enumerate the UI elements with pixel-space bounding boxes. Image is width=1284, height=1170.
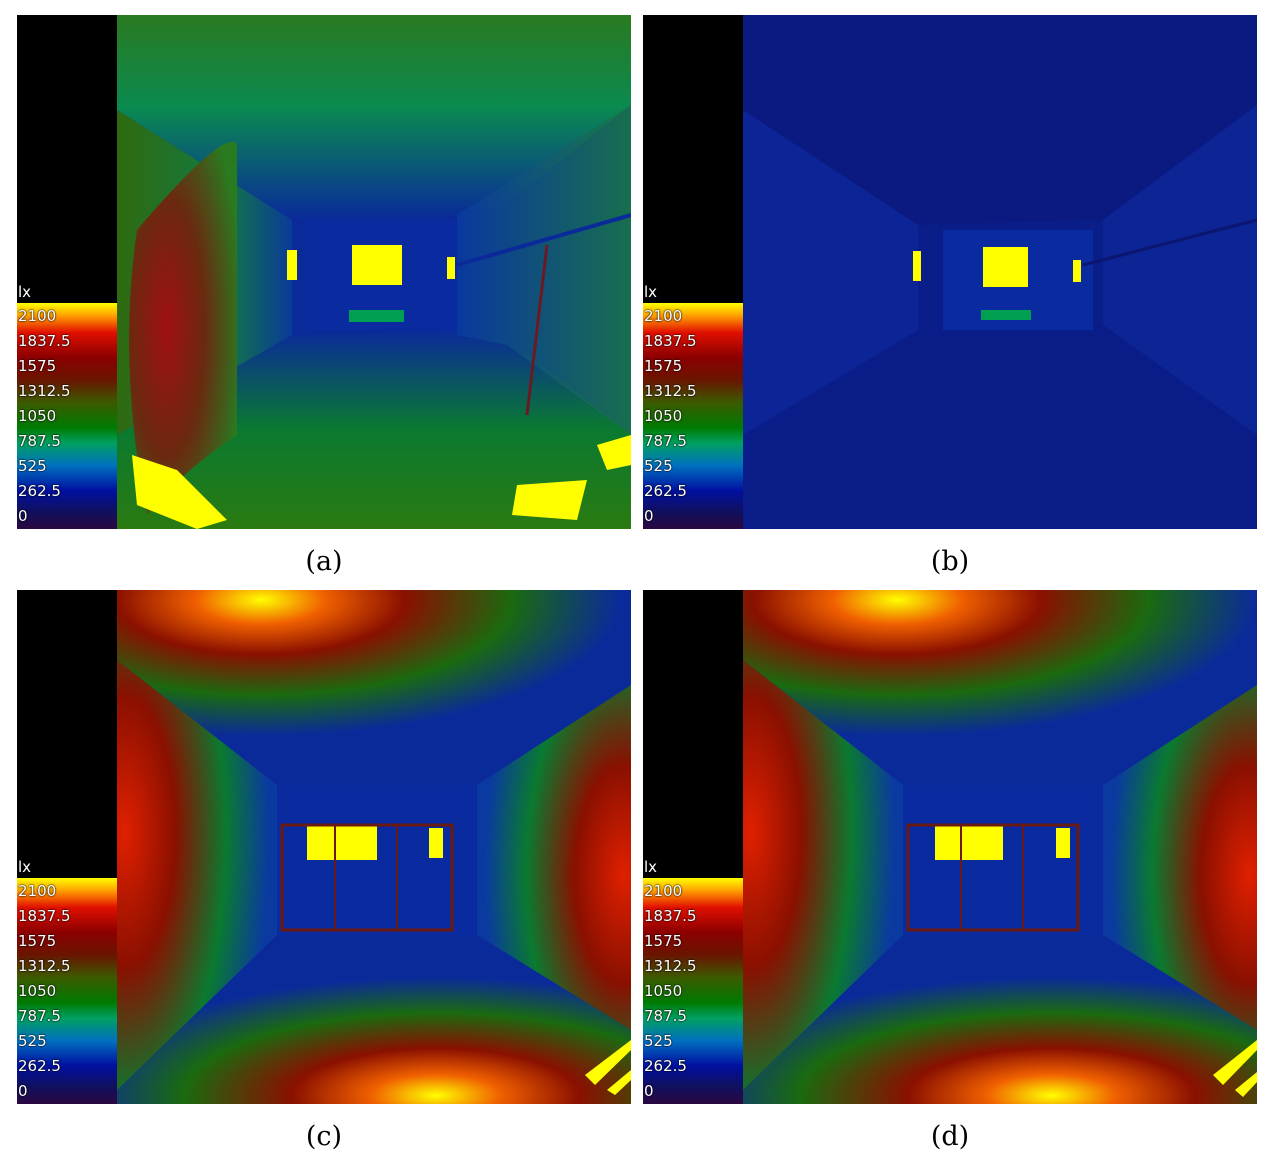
color-legend: lx 2100 1837.5 1575 1312.5 1050 787.5 52…: [643, 590, 743, 1104]
legend-tick: 2100: [644, 882, 683, 900]
legend-tick: 525: [18, 1032, 47, 1050]
panel-a: lx 2100 1837.5 1575 1312.5 1050 787.5 52…: [17, 15, 631, 529]
legend-tick: 262.5: [18, 1057, 61, 1075]
legend-unit: lx: [18, 283, 32, 301]
legend-tick: 2100: [644, 307, 683, 325]
legend-tick: 1837.5: [644, 907, 697, 925]
illuminance-render-c: [117, 590, 631, 1104]
legend-tick: 525: [644, 457, 673, 475]
legend-tick: 1575: [18, 357, 57, 375]
legend-tick: 262.5: [644, 482, 687, 500]
illuminance-render-b: [743, 15, 1257, 529]
panel-d: lx 2100 1837.5 1575 1312.5 1050 787.5 52…: [643, 590, 1257, 1104]
legend-tick: 787.5: [18, 432, 61, 450]
legend-tick: 1837.5: [644, 332, 697, 350]
legend-tick: 1837.5: [18, 907, 71, 925]
panel-b: lx 2100 1837.5 1575 1312.5 1050 787.5 52…: [643, 15, 1257, 529]
legend-tick: 0: [18, 507, 28, 525]
legend-tick: 0: [644, 507, 654, 525]
panel-c: lx 2100 1837.5 1575 1312.5 1050 787.5 52…: [17, 590, 631, 1104]
legend-tick: 1312.5: [644, 957, 697, 975]
legend-gradient: [643, 303, 743, 529]
legend-tick: 1050: [18, 982, 57, 1000]
illuminance-render-a: [117, 15, 631, 529]
color-legend: lx 2100 1837.5 1575 1312.5 1050 787.5 52…: [643, 15, 743, 529]
legend-tick: 1575: [644, 357, 683, 375]
legend-gradient: [17, 878, 117, 1104]
color-legend: lx 2100 1837.5 1575 1312.5 1050 787.5 52…: [17, 590, 117, 1104]
illuminance-render-d: [743, 590, 1257, 1104]
legend-tick: 0: [18, 1082, 28, 1100]
caption-b: (b): [930, 546, 970, 577]
legend-tick: 787.5: [18, 1007, 61, 1025]
legend-unit: lx: [18, 858, 32, 876]
color-legend: lx 2100 1837.5 1575 1312.5 1050 787.5 52…: [17, 15, 117, 529]
legend-tick: 787.5: [644, 432, 687, 450]
legend-tick: 262.5: [18, 482, 61, 500]
legend-tick: 1312.5: [18, 957, 71, 975]
legend-tick: 1312.5: [644, 382, 697, 400]
legend-tick: 2100: [18, 882, 57, 900]
legend-tick: 1050: [644, 407, 683, 425]
legend-gradient: [17, 303, 117, 529]
caption-d: (d): [930, 1121, 970, 1152]
legend-tick: 262.5: [644, 1057, 687, 1075]
legend-tick: 787.5: [644, 1007, 687, 1025]
legend-tick: 1575: [18, 932, 57, 950]
caption-c: (c): [305, 1121, 343, 1152]
legend-tick: 525: [18, 457, 47, 475]
caption-a: (a): [305, 546, 343, 577]
legend-tick: 0: [644, 1082, 654, 1100]
legend-tick: 1837.5: [18, 332, 71, 350]
legend-tick: 1050: [644, 982, 683, 1000]
legend-unit: lx: [644, 858, 658, 876]
legend-tick: 1050: [18, 407, 57, 425]
legend-tick: 1312.5: [18, 382, 71, 400]
legend-gradient: [643, 878, 743, 1104]
legend-tick: 2100: [18, 307, 57, 325]
legend-tick: 1575: [644, 932, 683, 950]
legend-tick: 525: [644, 1032, 673, 1050]
legend-unit: lx: [644, 283, 658, 301]
